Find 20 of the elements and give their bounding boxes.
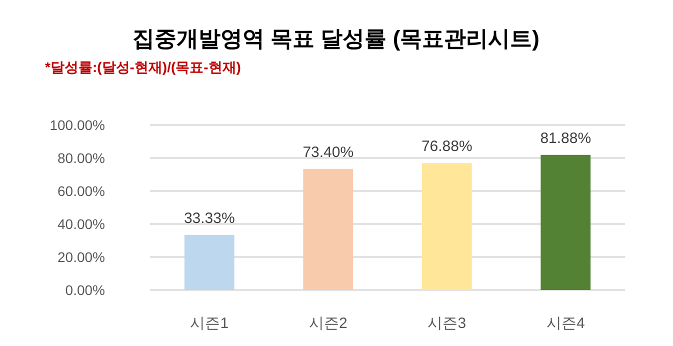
x-tick-label: 시즌2 [308, 315, 348, 332]
x-tick-label: 시즌4 [546, 315, 585, 332]
x-tick-label: 시즌3 [428, 315, 466, 332]
chart-title: 집중개발영역 목표 달성률 (목표관리시트) [132, 26, 540, 51]
y-tick-label: 20.00% [58, 249, 105, 265]
y-tick-label: 0.00% [65, 282, 105, 298]
y-tick-label: 80.00% [58, 150, 105, 166]
y-tick-label: 100.00% [50, 117, 105, 133]
bar [303, 168, 354, 290]
data-label: 73.40% [302, 144, 354, 161]
bar [540, 154, 591, 290]
chart-subtitle: *달성률:(달성-현재)/(목표-현재) [45, 59, 241, 75]
x-tick-label: 시즌1 [190, 315, 229, 332]
y-tick-label: 40.00% [58, 216, 105, 232]
y-tick-label: 60.00% [58, 183, 105, 199]
data-label: 76.88% [421, 138, 472, 156]
data-label: 81.88% [540, 130, 592, 147]
data-label: 33.33% [184, 210, 235, 228]
bar [184, 235, 234, 290]
bar [422, 163, 472, 290]
